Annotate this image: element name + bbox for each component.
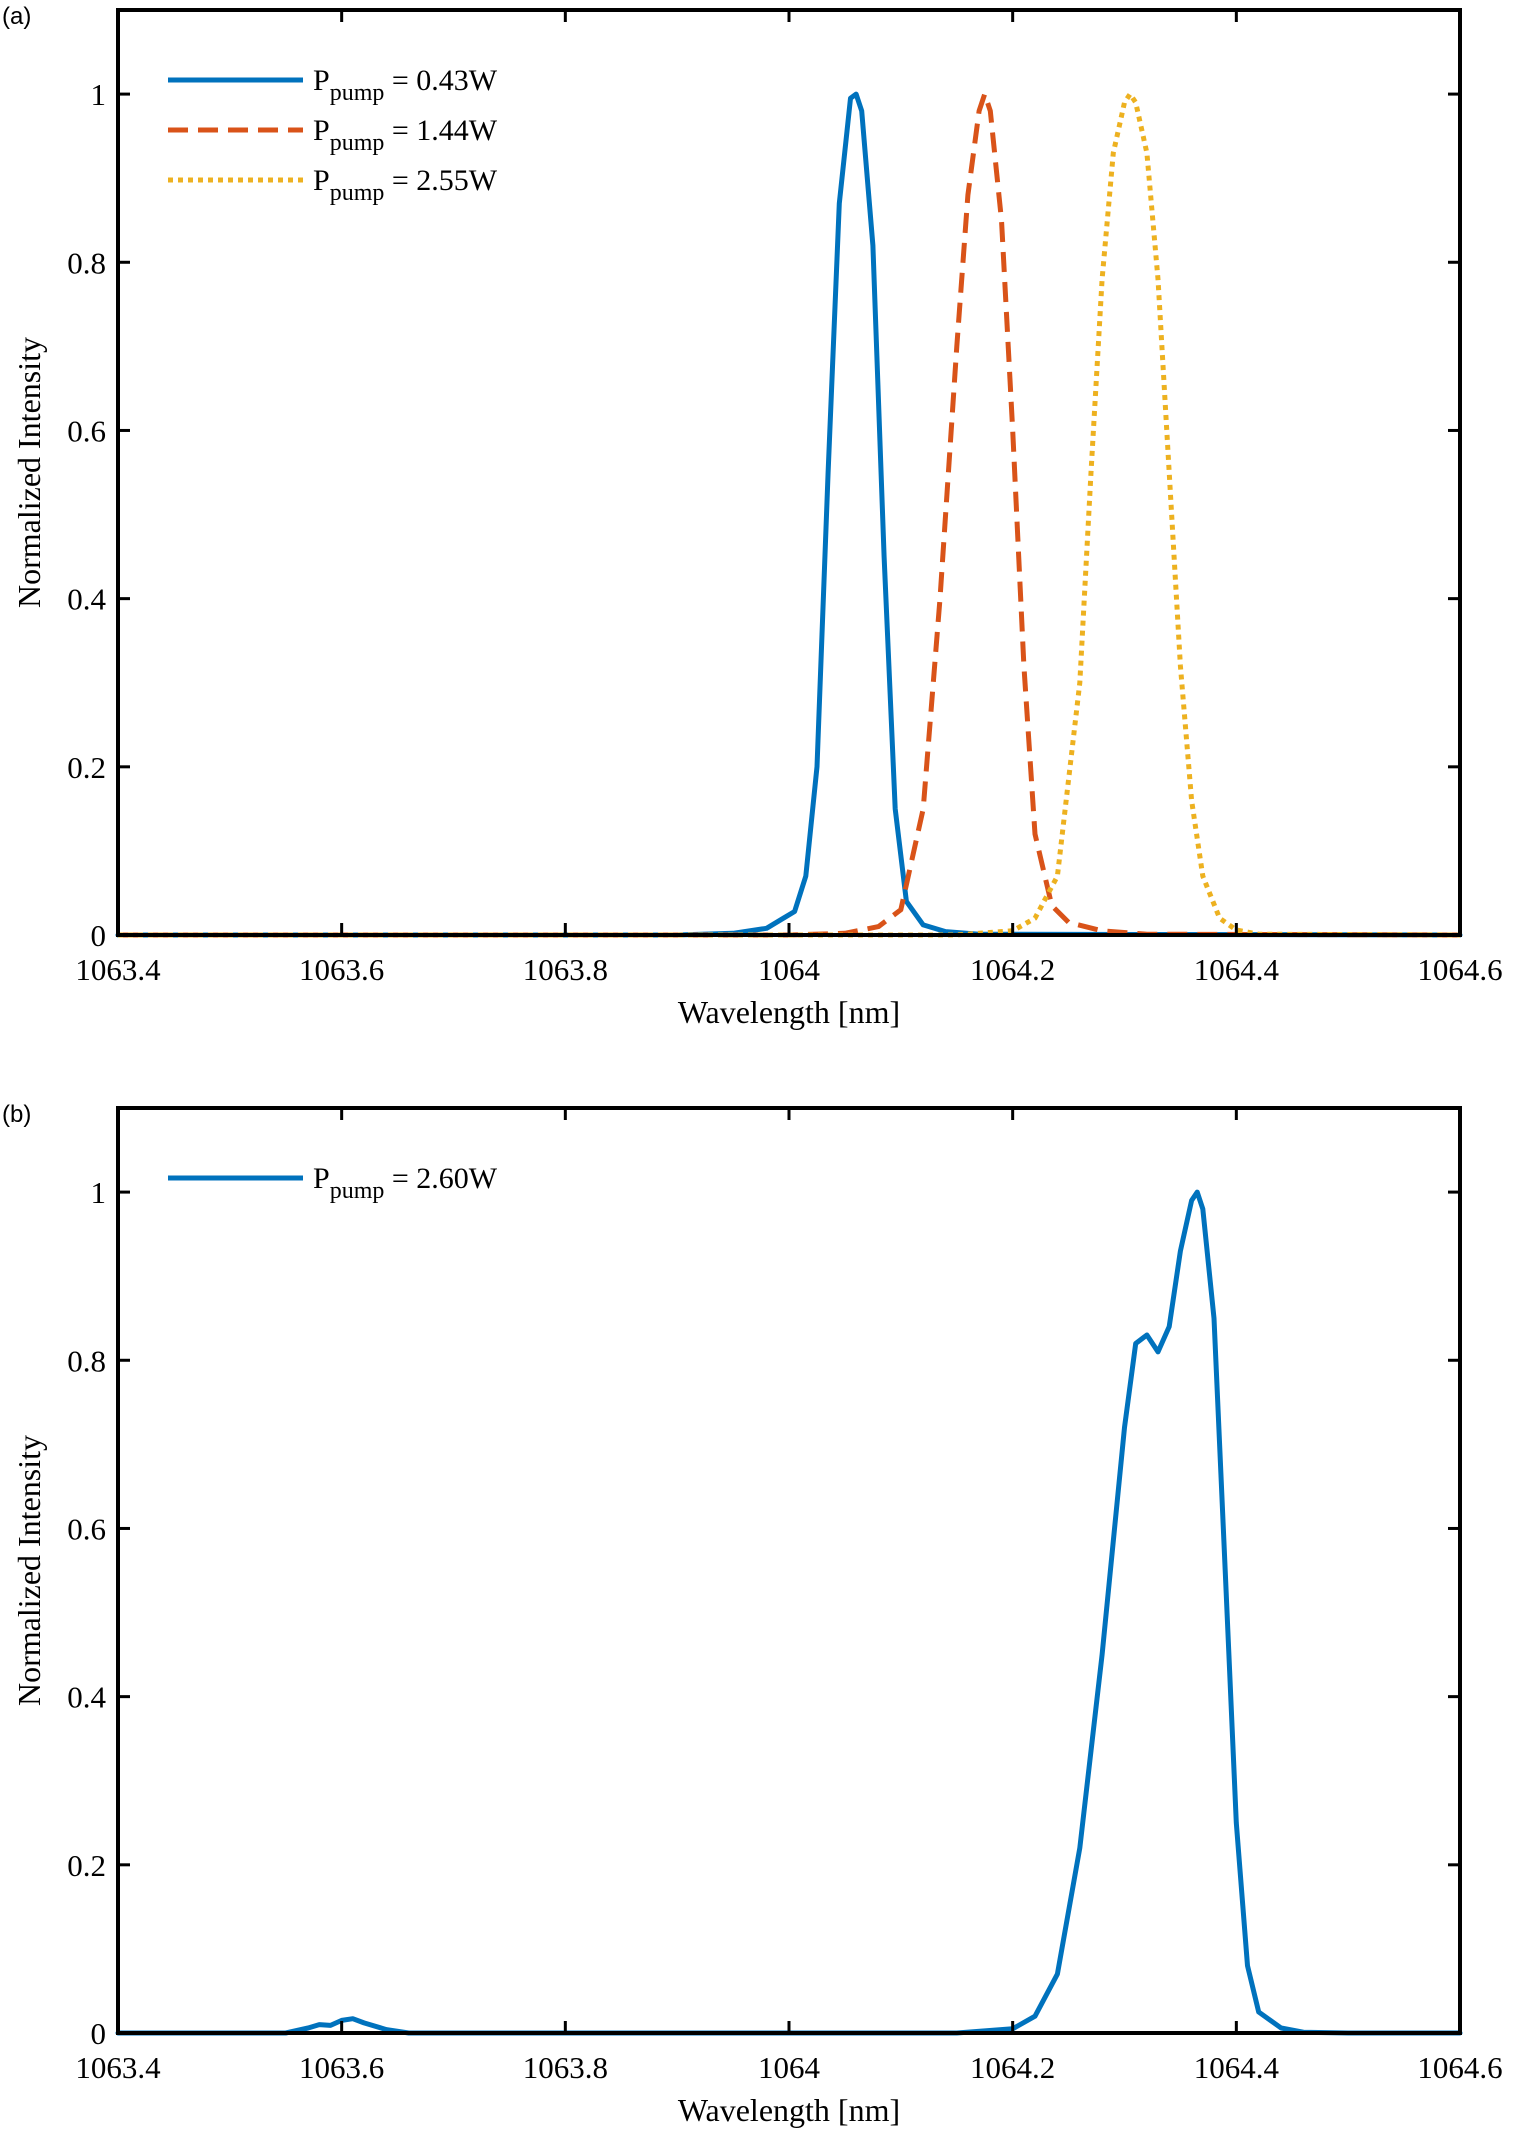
plot-frame-b — [116, 1106, 1462, 2035]
legend-b: Ppump = 2.60W — [168, 1162, 498, 1204]
y-tick-label-b-5: 1 — [91, 1175, 107, 1210]
x-tick-label-b-6: 1064.6 — [1417, 2050, 1502, 2085]
y-tick-label-a-3: 0.6 — [67, 413, 106, 448]
y-axis-label-b: Normalized Intensity — [11, 1435, 47, 1706]
plot-frame-a — [116, 8, 1462, 937]
y-tick-label-b-4: 0.8 — [67, 1343, 106, 1378]
x-tick-label-a-3: 1064 — [758, 952, 821, 987]
panel-label-a: (a) — [2, 3, 31, 30]
series-layer-a — [115, 91, 1463, 938]
x-tick-label-b-3: 1064 — [758, 2050, 821, 2085]
panel-b: (b) 1063.4 1063.6 1063.8 1064 1064.2 1064.4 10… — [2, 1101, 1503, 2128]
y-tick-label-b-3: 0.6 — [67, 1511, 106, 1546]
x-tick-label-a-2: 1063.8 — [523, 952, 608, 987]
x-axis-label-a: Wavelength [nm] — [678, 994, 900, 1030]
series-line-b-1 — [115, 1189, 1463, 2036]
x-tick-label-a-1: 1063.6 — [299, 952, 384, 987]
y-tick-label-a-1: 0.2 — [67, 750, 106, 785]
x-tick-label-a-5: 1064.4 — [1194, 952, 1280, 987]
x-tick-label-b-1: 1063.6 — [299, 2050, 384, 2085]
x-tick-label-b-5: 1064.4 — [1194, 2050, 1280, 2085]
x-tick-label-a-4: 1064.2 — [970, 952, 1055, 987]
y-tick-label-b-0: 0 — [91, 2016, 107, 2051]
legend-a: Ppump = 0.43W Ppump = 1.44W Ppump = 2.55W — [168, 64, 498, 206]
x-tick-label-a-0: 1063.4 — [75, 952, 161, 987]
y-tick-label-a-4: 0.8 — [67, 245, 106, 280]
series-line-a-2 — [118, 91, 1461, 938]
legend-entry-a-1: Ppump = 0.43W — [313, 64, 498, 106]
legend-entry-b-1: Ppump = 2.60W — [313, 1162, 498, 1204]
ticks-b: 1063.4 1063.6 1063.8 1064 1064.2 1064.4 1064.6… — [67, 1108, 1503, 2085]
x-axis-label-b: Wavelength [nm] — [678, 2092, 900, 2128]
legend-entry-a-3: Ppump = 2.55W — [313, 164, 498, 206]
ticks-a: 1063.4 1063.6 1063.8 1064 1064.2 1064.4 1064.6… — [67, 10, 1503, 987]
x-tick-label-b-0: 1063.4 — [75, 2050, 161, 2085]
series-line-a-1 — [115, 91, 1463, 938]
y-tick-label-a-0: 0 — [91, 918, 107, 953]
panel-label-b: (b) — [2, 1101, 31, 1128]
y-tick-label-a-5: 1 — [91, 77, 107, 112]
y-tick-label-b-2: 0.4 — [67, 1680, 106, 1715]
series-line-a-3 — [118, 91, 1461, 938]
panel-a: (a) 1063.4 1063.6 1063.8 1064 1064.2 1064.4 10… — [2, 3, 1503, 1030]
legend-entry-a-2: Ppump = 1.44W — [313, 114, 498, 156]
y-tick-label-a-2: 0.4 — [67, 582, 106, 617]
y-tick-label-b-1: 0.2 — [67, 1848, 106, 1883]
series-layer-b — [115, 1189, 1463, 2036]
x-tick-label-b-2: 1063.8 — [523, 2050, 608, 2085]
x-tick-label-b-4: 1064.2 — [970, 2050, 1055, 2085]
x-tick-label-a-6: 1064.6 — [1417, 952, 1502, 987]
y-axis-label-a: Normalized Intensity — [11, 337, 47, 608]
